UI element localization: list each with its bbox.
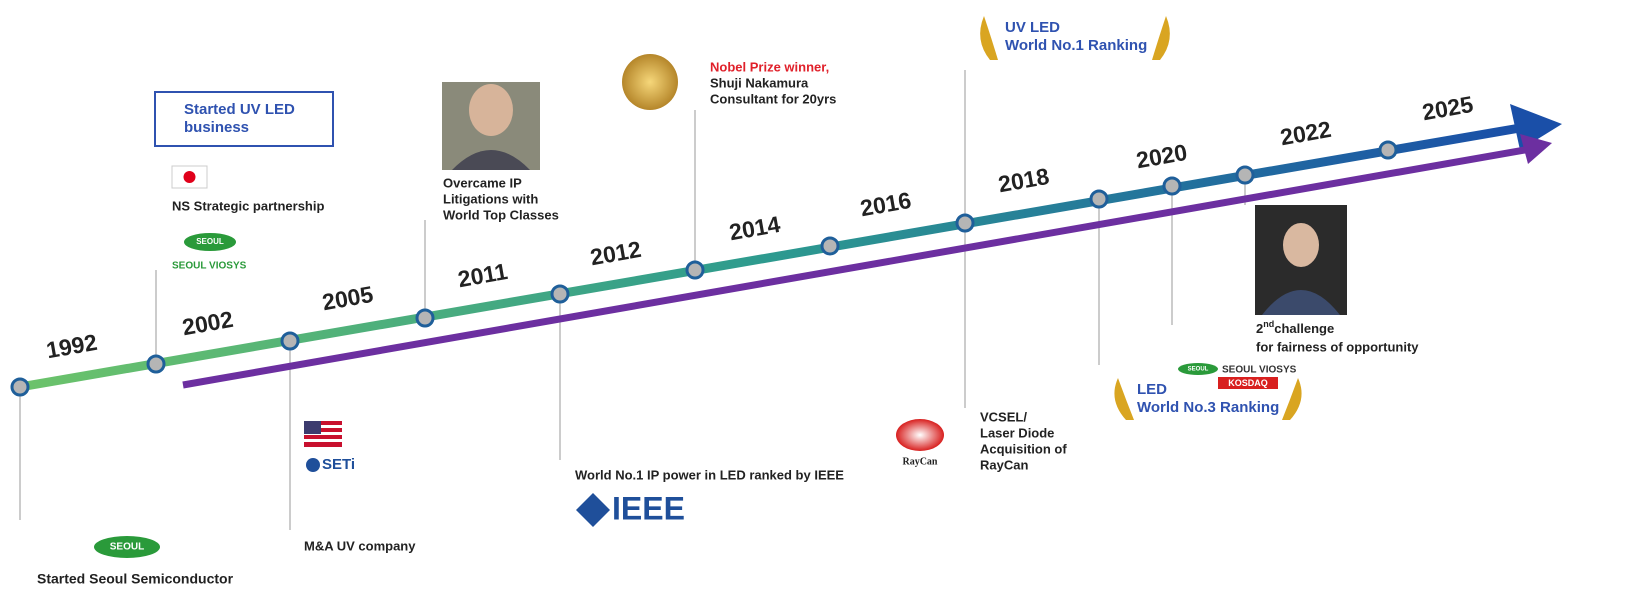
timeline-node [955, 213, 975, 233]
logo-seoul [94, 536, 160, 558]
logo-text: SETi [322, 456, 355, 473]
year-label: 2022 [1278, 116, 1333, 150]
year-label: 2011 [456, 258, 510, 292]
photo-body [452, 150, 530, 170]
photo-face [469, 84, 513, 136]
logo-raycan [896, 419, 944, 451]
laurel [1152, 16, 1170, 60]
event-text: World No.1 IP power in LED ranked by IEE… [575, 467, 844, 482]
logo-seoul [184, 233, 236, 251]
event-text: 2 [1256, 321, 1263, 336]
year-label: 2016 [858, 187, 913, 221]
event-text: LED [1137, 381, 1167, 398]
logo-text: IEEE [612, 490, 685, 526]
event-text: UV LED [1005, 19, 1060, 36]
logo-text: SEOUL [196, 237, 224, 246]
nodes [10, 140, 1398, 397]
logo-text: SEOUL VIOSYS [172, 261, 247, 272]
event-text: Litigations with [443, 191, 538, 206]
timeline-node [1235, 165, 1255, 185]
flag-dot [183, 171, 196, 183]
flag-canton [304, 421, 321, 434]
purple-arrowhead [1520, 134, 1552, 164]
year-label: 2025 [1420, 91, 1475, 126]
logo-seti-mark [306, 458, 320, 472]
timeline-node [146, 354, 166, 374]
year-label: 2018 [996, 163, 1051, 198]
event-text: RayCan [980, 457, 1028, 472]
year-label: 2020 [1134, 139, 1189, 173]
event-text: Started Seoul Semiconductor [37, 571, 234, 587]
timeline-node [1378, 140, 1398, 160]
event-text: Laser Diode [980, 425, 1054, 440]
timeline-node [1162, 176, 1182, 196]
event-text: Acquisition of [980, 441, 1067, 456]
timeline-bar [19, 123, 1521, 392]
event-text: Started UV LED [184, 101, 295, 118]
logo-seoul [1178, 363, 1218, 375]
year-label: 2005 [320, 281, 375, 316]
logo-kosdaq [1218, 377, 1278, 389]
year-label: 2014 [727, 211, 782, 246]
event-text: NS Strategic partnership [172, 198, 324, 213]
event-text: 2ndchallenge [1256, 319, 1334, 336]
year-label: 2002 [180, 306, 235, 340]
flag-stripe [304, 432, 342, 435]
event-text: World No.1 Ranking [1005, 37, 1147, 54]
logo-ieee-mark [576, 493, 610, 527]
laurel [980, 16, 998, 60]
event-text: for fairness of opportunity [1256, 339, 1419, 354]
nobel-medal [622, 54, 678, 110]
purple-arrow [182, 146, 1526, 389]
event-text: Nobel Prize winner, [710, 59, 829, 74]
connectors [18, 8, 1247, 582]
highlight-box [154, 91, 334, 147]
timeline-node [685, 260, 705, 280]
timeline-node [415, 308, 435, 328]
event-text: World Top Classes [443, 207, 559, 222]
event-text: Overcame IP [443, 175, 522, 190]
event-text: Consultant for 20yrs [710, 91, 836, 106]
event-text: VCSEL/ [980, 409, 1027, 424]
logo-text: SEOUL [1188, 367, 1209, 373]
event-text: World No.3 Ranking [1137, 399, 1279, 416]
flag-stripe [304, 425, 342, 428]
logo-text: RayCan [902, 456, 937, 467]
laurel [1114, 378, 1134, 420]
photo-face [1283, 223, 1319, 267]
logo-text: SEOUL VIOSYS [1222, 365, 1297, 376]
timeline-node [280, 331, 300, 351]
event-text: M&A UV company [304, 538, 416, 553]
event-text: Shuji Nakamura [710, 75, 809, 90]
logo-text: KOSDAQ [1228, 378, 1268, 388]
event-text: business [184, 119, 249, 136]
logo-text: SEOUL [110, 542, 144, 553]
event-text: challenge [1274, 321, 1334, 336]
timeline-node [550, 284, 570, 304]
timeline-node [1089, 189, 1109, 209]
timeline-node [820, 236, 840, 256]
photo-body [1262, 290, 1340, 315]
year-label: 2012 [588, 236, 643, 270]
laurel [1282, 378, 1302, 420]
year-label: 1992 [44, 329, 99, 363]
flag-stripe [304, 439, 342, 442]
superscript: nd [1263, 319, 1274, 329]
timeline-node [10, 377, 30, 397]
